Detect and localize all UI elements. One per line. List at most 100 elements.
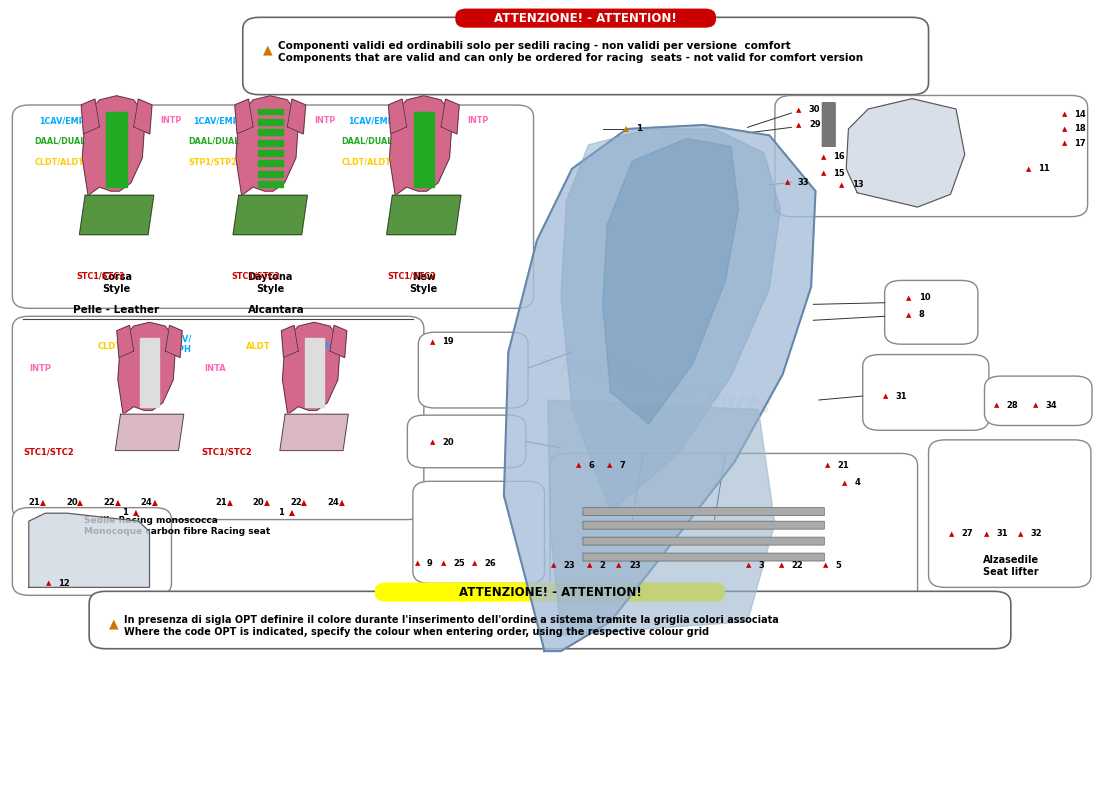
Text: 1CAV/EMPH: 1CAV/EMPH: [39, 117, 91, 126]
FancyBboxPatch shape: [550, 454, 917, 601]
Text: 19: 19: [442, 338, 454, 346]
Polygon shape: [548, 400, 774, 635]
Text: 22: 22: [290, 498, 301, 506]
Text: ▲: ▲: [994, 402, 999, 409]
Text: ▲: ▲: [415, 561, 420, 566]
Text: ▲: ▲: [1062, 140, 1067, 146]
Text: 23: 23: [563, 561, 575, 570]
Text: ▲: ▲: [472, 561, 477, 566]
Text: 6: 6: [588, 461, 594, 470]
Text: 1CAV/EMPH: 1CAV/EMPH: [348, 117, 400, 126]
Polygon shape: [414, 112, 435, 187]
Text: ▲: ▲: [575, 462, 581, 468]
Polygon shape: [441, 99, 459, 134]
Text: 27: 27: [961, 530, 974, 538]
Text: ▲: ▲: [823, 562, 828, 568]
Polygon shape: [117, 326, 134, 358]
Text: 1: 1: [636, 125, 641, 134]
Text: ▲: ▲: [289, 508, 295, 517]
FancyBboxPatch shape: [984, 376, 1092, 426]
Text: 26: 26: [484, 559, 496, 568]
Polygon shape: [257, 181, 283, 187]
Text: ▲: ▲: [883, 393, 889, 399]
Text: ▲: ▲: [441, 561, 447, 566]
Text: ▲: ▲: [1062, 126, 1067, 132]
Polygon shape: [257, 161, 283, 166]
FancyBboxPatch shape: [12, 508, 172, 595]
Polygon shape: [82, 96, 145, 195]
Text: ▲: ▲: [623, 125, 628, 134]
Text: STC1/STC2: STC1/STC2: [76, 271, 124, 280]
Text: ▲: ▲: [40, 498, 46, 506]
Text: ▲: ▲: [227, 498, 232, 506]
Text: Componenti validi ed ordinabili solo per sedili racing - non validi per versione: Componenti validi ed ordinabili solo per…: [278, 42, 864, 63]
FancyBboxPatch shape: [89, 591, 1011, 649]
Text: ▲: ▲: [796, 107, 802, 113]
Text: ▲: ▲: [133, 508, 140, 517]
Text: INTP: INTP: [161, 117, 182, 126]
Polygon shape: [257, 109, 283, 114]
Polygon shape: [116, 414, 184, 450]
Text: ▲: ▲: [301, 498, 307, 506]
Text: Daytona
Style: Daytona Style: [248, 272, 293, 294]
Text: 3: 3: [759, 561, 764, 570]
FancyBboxPatch shape: [583, 537, 824, 545]
Text: 25: 25: [453, 559, 465, 568]
Text: STC1/STC2: STC1/STC2: [387, 271, 437, 280]
Text: INTP: INTP: [468, 117, 490, 126]
Text: ▲: ▲: [779, 562, 784, 568]
Text: 13: 13: [851, 180, 864, 190]
Text: 14: 14: [1075, 110, 1086, 119]
Text: ▲: ▲: [114, 498, 121, 506]
Text: ▲: ▲: [1033, 402, 1038, 409]
Text: STP1/STP2: STP1/STP2: [188, 158, 236, 167]
Text: In presenza di sigla OPT definire il colore durante l'inserimento dell'ordine a : In presenza di sigla OPT definire il col…: [124, 615, 779, 637]
Text: 1: 1: [278, 508, 284, 517]
Polygon shape: [389, 96, 452, 195]
Text: 4: 4: [855, 478, 861, 487]
Text: New
Style: New Style: [409, 272, 438, 294]
Polygon shape: [140, 338, 159, 406]
Text: 22: 22: [103, 498, 116, 506]
Polygon shape: [603, 138, 739, 424]
Polygon shape: [107, 112, 126, 187]
Text: 24: 24: [141, 498, 153, 506]
FancyBboxPatch shape: [412, 482, 544, 583]
Polygon shape: [257, 150, 283, 156]
Text: Sedile Racing monoscocca
Monocoque carbon fibre Racing seat: Sedile Racing monoscocca Monocoque carbo…: [84, 516, 270, 536]
Text: ▲: ▲: [1025, 166, 1031, 172]
Polygon shape: [561, 129, 780, 512]
Text: DAAL/DUAL: DAAL/DUAL: [341, 137, 393, 146]
Polygon shape: [79, 195, 154, 234]
Text: 24: 24: [328, 498, 339, 506]
Text: 32: 32: [1031, 530, 1042, 538]
Text: ▲: ▲: [46, 580, 52, 586]
Text: 20: 20: [66, 498, 78, 506]
Text: ▲: ▲: [825, 462, 830, 468]
Text: 21: 21: [216, 498, 227, 506]
Text: ▲: ▲: [551, 562, 556, 568]
Polygon shape: [81, 99, 99, 134]
Text: 7: 7: [619, 461, 625, 470]
FancyBboxPatch shape: [862, 354, 989, 430]
Text: ATTENZIONE! - ATTENTION!: ATTENZIONE! - ATTENTION!: [494, 12, 676, 25]
Text: ▲: ▲: [796, 122, 802, 128]
Polygon shape: [387, 195, 461, 234]
Text: 28: 28: [1006, 401, 1019, 410]
Polygon shape: [388, 99, 407, 134]
Text: 22: 22: [791, 561, 803, 570]
Polygon shape: [305, 338, 323, 406]
Text: ▲: ▲: [839, 182, 845, 188]
Polygon shape: [236, 96, 299, 195]
Text: 1CAV/
EMPH: 1CAV/ EMPH: [164, 334, 191, 354]
Text: 20: 20: [253, 498, 264, 506]
Text: CLDT/ALDT: CLDT/ALDT: [34, 158, 84, 167]
Text: 30: 30: [808, 106, 821, 114]
FancyBboxPatch shape: [12, 316, 424, 519]
Text: 34: 34: [1046, 401, 1057, 410]
Text: ▲: ▲: [984, 531, 989, 537]
Polygon shape: [283, 322, 340, 414]
Text: ▲: ▲: [339, 498, 344, 506]
Text: 33: 33: [798, 178, 810, 187]
Text: 23: 23: [629, 561, 640, 570]
